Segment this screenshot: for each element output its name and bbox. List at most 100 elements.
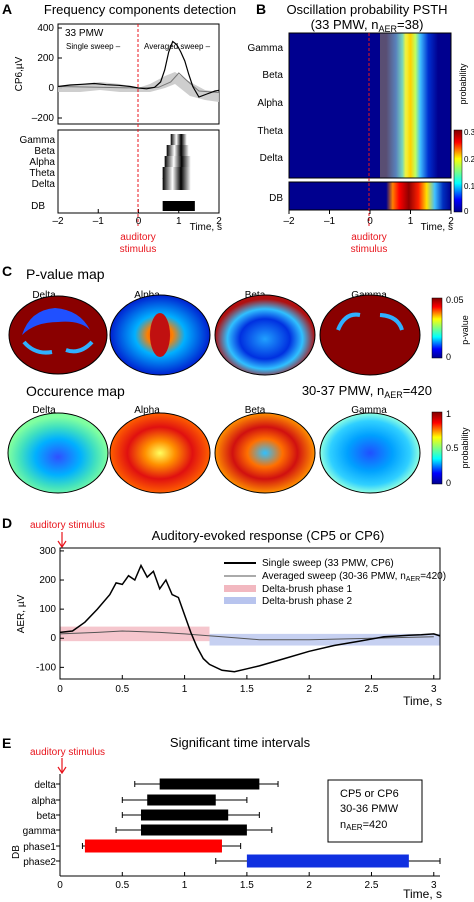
panel-b-psth-peak: [380, 33, 408, 178]
panel-d-axes: [59, 547, 441, 680]
panel-d-stimulus-label: auditory stimulus: [30, 520, 105, 531]
panel-b-xtick-label: –1: [324, 216, 336, 227]
panel-d-xticks: 0 0.5 1 1.5 2 2.5 3: [57, 675, 437, 695]
panel-e-bar-alpha: [147, 794, 216, 806]
panel-a-averaged-band: [58, 72, 219, 102]
pmap-gamma: [319, 294, 421, 376]
panel-b-subtitle-sub: AER: [379, 24, 398, 34]
omap-alpha: [109, 412, 211, 494]
panel-d-averaged-line: [59, 630, 434, 641]
panel-e-category-label: phase2: [23, 857, 56, 868]
panel-e-category-label: delta: [34, 780, 56, 791]
panel-a-xtick-label: –2: [52, 216, 64, 227]
panel-a-band-label: Beta: [34, 146, 55, 157]
panel-d-xtick-label: 1.5: [240, 684, 254, 695]
panel-b-psth-heatmap: [289, 33, 451, 178]
omap-beta: [214, 412, 316, 494]
omap-label-alpha: Alpha: [134, 405, 160, 416]
panel-b-db-heatmap: [289, 182, 451, 210]
panel-e-xlabel: Time, s: [403, 887, 442, 901]
panel-b-title: Oscillation probability PSTH: [286, 2, 447, 17]
panel-b-stimulus-line2: stimulus: [351, 244, 388, 255]
panel-e-bars: [81, 778, 441, 868]
panel-a-band-activity: [164, 156, 191, 168]
legend-phase2-swatch: [224, 597, 256, 604]
panel-e-category-label: alpha: [32, 796, 57, 807]
panel-e-xticks: 0 0.5 1 1.5 2 2.5 3: [57, 872, 437, 891]
panel-e: E auditory stimulus Significant time int…: [2, 735, 442, 901]
panel-b-colorbar: [453, 129, 463, 213]
panel-a: A Frequency components detection 33 PMW …: [2, 1, 236, 255]
panel-a-db-activity: [162, 201, 195, 211]
panel-d-legend: Single sweep (33 PMW, CP6) Averaged swee…: [224, 558, 446, 607]
omap-label-beta: Beta: [245, 405, 266, 416]
panel-c-pmw-pre: 30-37 PMW, n: [302, 383, 384, 398]
panel-letter-c: C: [2, 263, 12, 279]
panel-d-ytick-label: 0: [50, 633, 56, 644]
pmap-label-alpha: Alpha: [134, 290, 160, 301]
panel-d-ytick-label: 200: [39, 575, 56, 586]
occurrence-tick-bottom: 0: [446, 478, 451, 488]
panel-d-ylabel: AER, µV: [16, 594, 27, 633]
legend-averaged-pre: Averaged sweep (30-36 PMW, n: [262, 571, 406, 582]
panel-b-subtitle-post: =38): [397, 17, 423, 32]
panel-letter-e: E: [2, 735, 11, 751]
panel-a-xtick-label: 0: [136, 216, 142, 227]
panel-d-ytick-label: 300: [39, 546, 56, 557]
occurrence-colorbar: [431, 411, 443, 485]
panel-a-stimulus-line1: auditory: [120, 232, 156, 243]
panel-b-colorbar-label: probability: [458, 63, 468, 105]
panel-b-xtick-label: –2: [283, 216, 295, 227]
occurrence-tick-top: 1: [446, 409, 451, 419]
pvalue-colorbar-label: p-value: [460, 315, 470, 345]
occurrence-colorbar-label: probability: [460, 427, 470, 469]
panel-a-band-activity: [162, 167, 191, 179]
panel-d-xlabel: Time, s: [403, 694, 442, 708]
panel-a-stimulus-line2: stimulus: [120, 244, 157, 255]
panel-a-xtick-label: 1: [176, 216, 182, 227]
panel-b-db-label: DB: [269, 193, 283, 204]
panel-a-ytick-label: 400: [37, 23, 54, 34]
pmap-beta: [214, 294, 316, 376]
panel-letter-a: A: [2, 1, 12, 17]
legend-phase2-label: Delta-brush phase 2: [262, 596, 352, 607]
legend-averaged-sub: AER: [406, 576, 420, 583]
legend-phase1-label: Delta-brush phase 1: [262, 584, 352, 595]
panel-a-ytick-label: –200: [32, 113, 55, 124]
panel-a-averaged-line: [57, 72, 220, 93]
pmap-delta: [8, 295, 108, 375]
panel-c-omap-title: Occurence map: [26, 383, 125, 399]
panel-e-info-pre: n: [340, 819, 346, 831]
panel-a-band-label: Alpha: [29, 157, 55, 168]
panel-e-xtick-label: 3: [431, 880, 437, 891]
panel-b-xlabel: Time, s: [421, 222, 453, 233]
pvalue-colorbar: [431, 297, 443, 359]
panel-b-band-label: Gamma: [247, 43, 283, 54]
panel-d-yticks: -100 0 100 200 300: [36, 546, 64, 673]
panel-a-xticks: –2 –1 0 1 2: [52, 209, 222, 227]
panel-a-band-label: Delta: [32, 179, 56, 190]
panel-b-band-label: Theta: [257, 126, 283, 137]
panel-d-xtick-label: 1: [182, 684, 188, 695]
panel-a-xlabel: Time, s: [190, 222, 222, 233]
panel-a-band-activity: [166, 145, 189, 157]
panel-c-pmw-sub: AER: [384, 390, 403, 400]
occurrence-tick-mid: 0.5: [446, 443, 459, 453]
panel-letter-b: B: [256, 1, 266, 17]
pvalue-tick-bottom: 0: [446, 352, 451, 362]
panel-c-pmw: 30-37 PMW, nAER=420: [302, 383, 432, 400]
panel-letter-d: D: [2, 515, 12, 531]
panel-b-cb-tick-1: 0.2: [464, 155, 474, 164]
panel-b-xtick-label: 0: [367, 216, 373, 227]
pmap-alpha: [109, 294, 211, 376]
panel-d-xtick-label: 0: [57, 684, 63, 695]
panel-a-band-rects: [162, 134, 195, 211]
panel-a-ytick-label: 0: [48, 83, 54, 94]
panel-b-psth-axes: [288, 32, 452, 179]
panel-e-category-label: beta: [37, 811, 57, 822]
omap-gamma: [319, 412, 421, 494]
panel-e-xtick-label: 2: [306, 880, 312, 891]
panel-e-category-label: phase1: [23, 842, 56, 853]
panel-d-ytick-label: -100: [36, 662, 56, 673]
